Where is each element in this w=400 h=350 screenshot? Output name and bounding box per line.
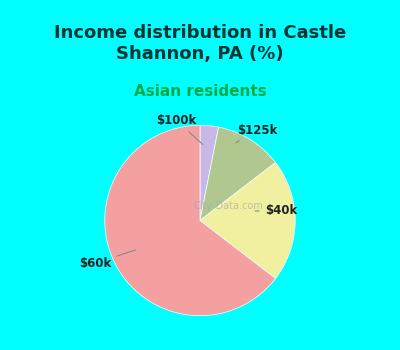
Text: Income distribution in Castle
Shannon, PA (%): Income distribution in Castle Shannon, P… <box>54 25 346 63</box>
Text: $60k: $60k <box>79 250 136 270</box>
Text: Asian residents: Asian residents <box>134 84 266 99</box>
Wedge shape <box>200 127 276 220</box>
Wedge shape <box>105 125 276 316</box>
Text: $100k: $100k <box>156 114 203 145</box>
Wedge shape <box>200 162 295 279</box>
Text: $40k: $40k <box>255 204 297 217</box>
Wedge shape <box>200 125 218 220</box>
Text: City-Data.com: City-Data.com <box>194 201 264 211</box>
Text: $125k: $125k <box>236 124 277 143</box>
